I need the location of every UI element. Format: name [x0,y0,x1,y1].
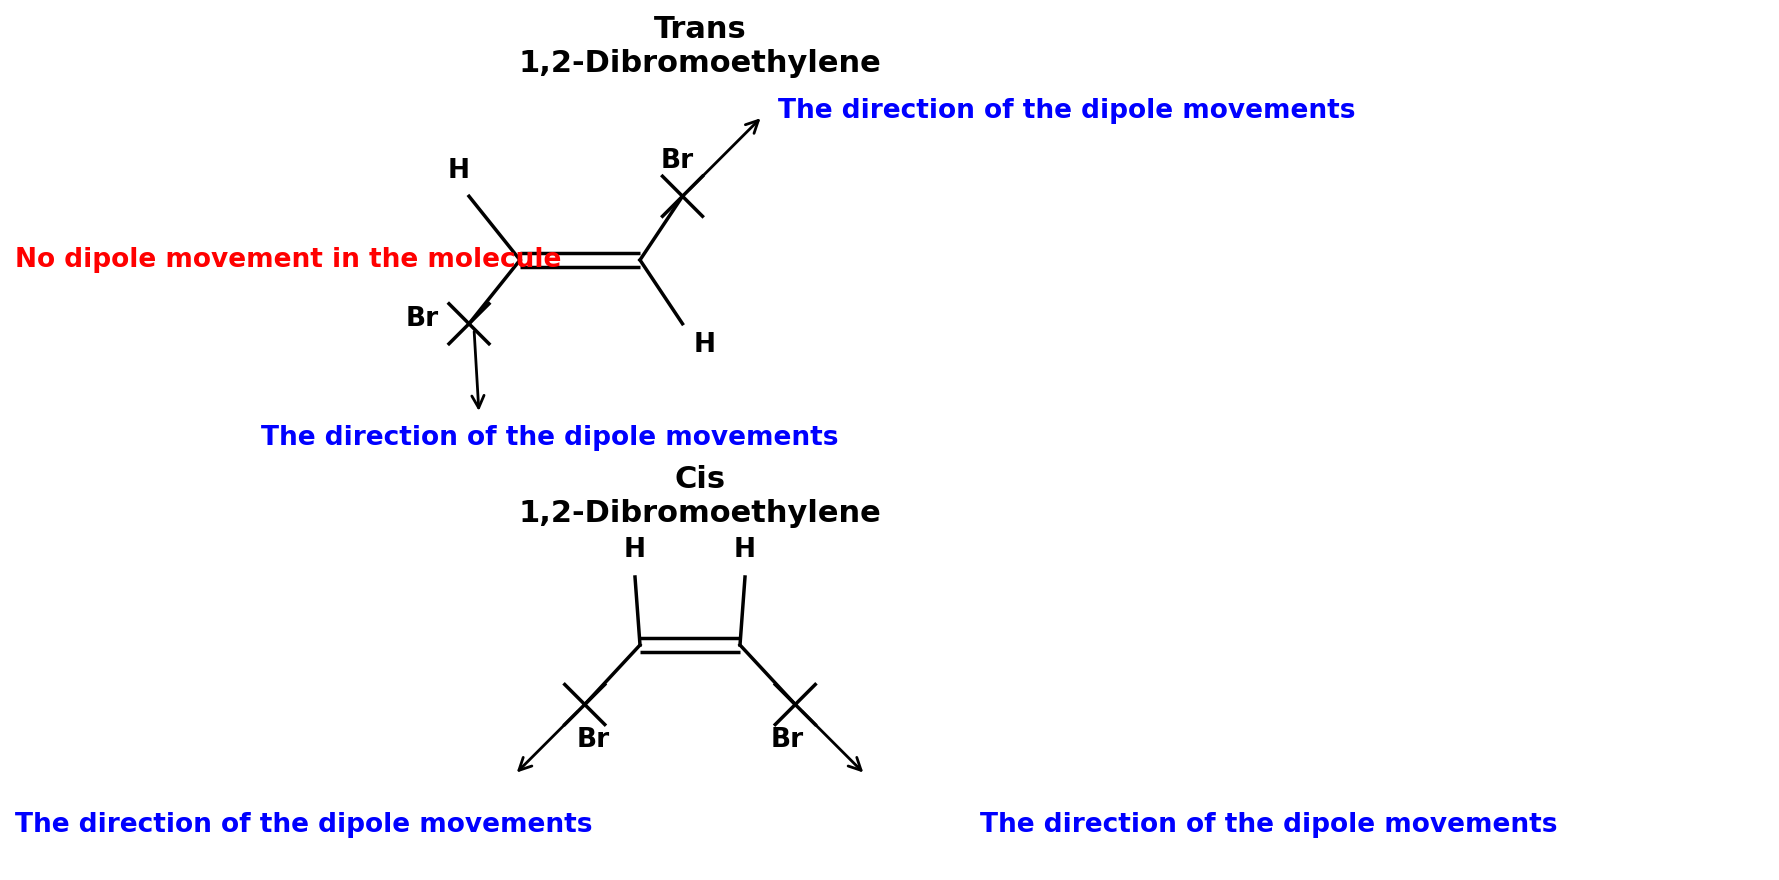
Text: The direction of the dipole movements: The direction of the dipole movements [14,812,592,838]
Text: The direction of the dipole movements: The direction of the dipole movements [980,812,1557,838]
Text: No dipole movement in the molecule: No dipole movement in the molecule [14,247,562,273]
Text: H: H [448,158,470,184]
Text: Br: Br [576,727,610,752]
Text: Br: Br [662,148,694,174]
Text: Cis
1,2-Dibromoethylene: Cis 1,2-Dibromoethylene [519,465,881,528]
Text: H: H [735,537,756,563]
Text: The direction of the dipole movements: The direction of the dipole movements [777,99,1356,124]
Text: Br: Br [770,727,804,752]
Text: H: H [694,332,715,358]
Text: Trans
1,2-Dibromoethylene: Trans 1,2-Dibromoethylene [519,15,881,77]
Text: H: H [624,537,646,563]
Text: Br: Br [406,305,439,332]
Text: The direction of the dipole movements: The direction of the dipole movements [262,425,838,451]
